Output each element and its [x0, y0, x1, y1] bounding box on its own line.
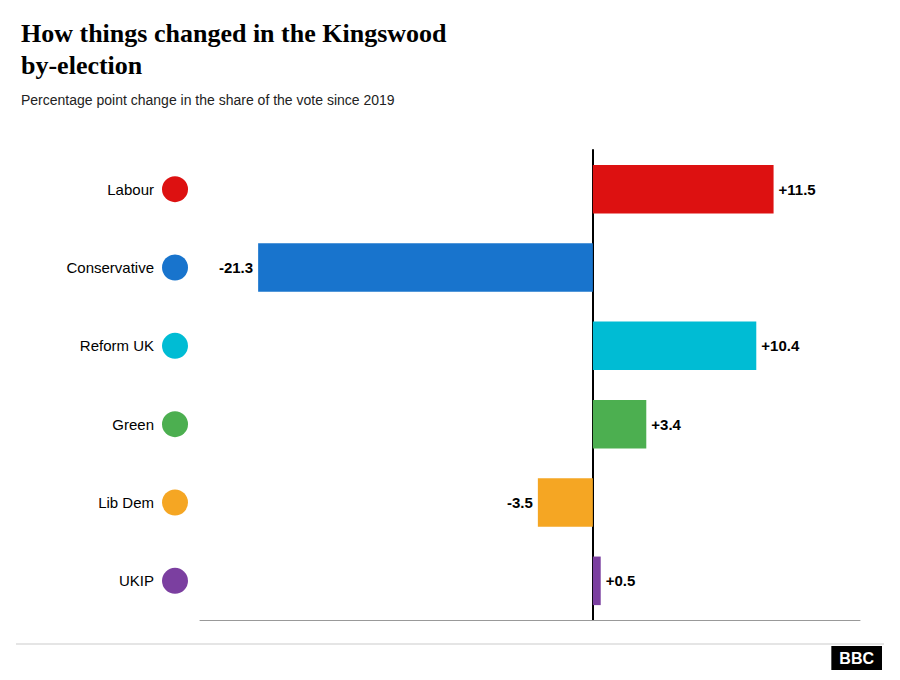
- svg-text:Green: Green: [112, 416, 154, 433]
- svg-text:-21.3: -21.3: [219, 259, 253, 276]
- svg-text:+0.5: +0.5: [606, 572, 636, 589]
- svg-text:Labour: Labour: [107, 181, 154, 198]
- svg-text:How things changed in the King: How things changed in the Kingswood: [21, 19, 447, 48]
- svg-text:BBC: BBC: [839, 650, 874, 667]
- svg-text:Percentage point change in the: Percentage point change in the share of …: [21, 92, 395, 108]
- svg-text:+11.5: +11.5: [779, 181, 816, 198]
- svg-text:UKIP: UKIP: [119, 572, 154, 589]
- svg-text:+10.4: +10.4: [761, 337, 800, 354]
- svg-text:Lib Dem: Lib Dem: [98, 494, 154, 511]
- svg-text:by-election: by-election: [21, 51, 143, 80]
- svg-text:-3.5: -3.5: [507, 494, 533, 511]
- svg-text:Conservative: Conservative: [66, 259, 154, 276]
- svg-text:+3.4: +3.4: [651, 416, 681, 433]
- svg-text:Reform UK: Reform UK: [80, 337, 154, 354]
